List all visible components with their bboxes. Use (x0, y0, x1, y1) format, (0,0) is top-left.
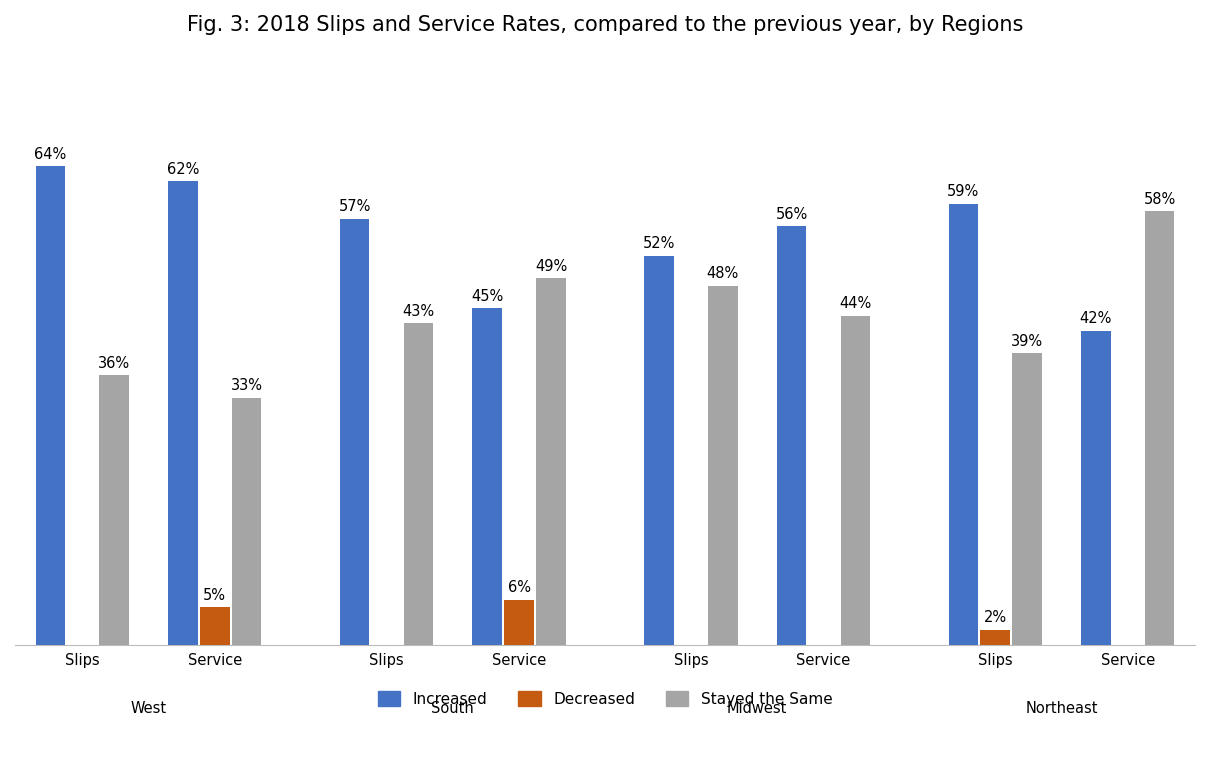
Bar (1145, 211, 1175, 644)
Text: 43%: 43% (403, 304, 434, 319)
Text: 5%: 5% (203, 587, 226, 603)
Bar (472, 308, 502, 644)
Bar (340, 219, 369, 644)
Bar (949, 203, 978, 644)
Text: 58%: 58% (1143, 192, 1176, 206)
Text: 48%: 48% (707, 266, 739, 281)
Bar (644, 256, 674, 644)
Text: 56%: 56% (776, 206, 807, 221)
Text: 44%: 44% (840, 296, 871, 312)
Bar (708, 286, 738, 644)
Bar (777, 226, 806, 644)
Bar (404, 323, 433, 644)
Bar (1013, 353, 1042, 644)
Bar (1081, 330, 1111, 644)
Bar (35, 166, 65, 644)
Text: 33%: 33% (231, 379, 263, 393)
Legend: Increased, Decreased, Stayed the Same: Increased, Decreased, Stayed the Same (371, 685, 839, 713)
Bar (168, 182, 197, 644)
Text: 64%: 64% (34, 146, 67, 162)
Bar (536, 278, 566, 644)
Text: West: West (131, 700, 167, 716)
Bar (99, 375, 129, 644)
Bar (841, 315, 870, 644)
Text: 6%: 6% (508, 580, 531, 595)
Text: 36%: 36% (98, 356, 131, 371)
Text: 2%: 2% (984, 610, 1007, 626)
Bar (505, 600, 534, 644)
Bar (980, 629, 1010, 644)
Text: 59%: 59% (947, 184, 979, 199)
Title: Fig. 3: 2018 Slips and Service Rates, compared to the previous year, by Regions: Fig. 3: 2018 Slips and Service Rates, co… (186, 15, 1024, 35)
Text: 45%: 45% (471, 289, 503, 304)
Text: 42%: 42% (1079, 311, 1112, 326)
Text: Midwest: Midwest (727, 700, 788, 716)
Text: 39%: 39% (1012, 333, 1043, 348)
Text: South: South (432, 700, 474, 716)
Bar (200, 607, 230, 644)
Text: Northeast: Northeast (1025, 700, 1097, 716)
Bar (232, 398, 261, 644)
Text: 62%: 62% (167, 162, 200, 177)
Text: 57%: 57% (339, 199, 370, 214)
Text: 52%: 52% (643, 236, 675, 252)
Text: 49%: 49% (535, 259, 567, 274)
